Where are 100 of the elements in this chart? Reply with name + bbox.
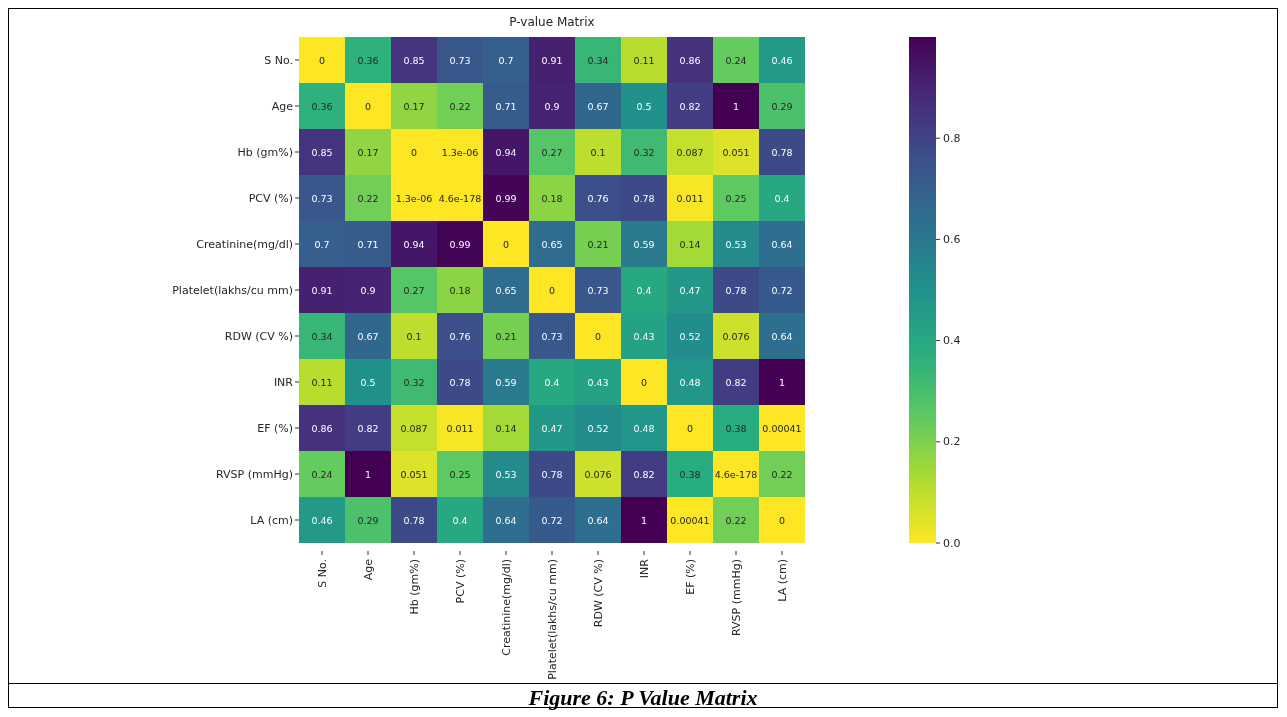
data-label: 0.087 (676, 146, 704, 158)
data-label: 0.67 (587, 100, 609, 112)
color-bar-label: 0.0 (943, 536, 961, 550)
data-label: 0.46 (771, 54, 793, 66)
data-label: 0.73 (449, 54, 471, 66)
data-label: 0.22 (771, 468, 793, 480)
data-label: 0.85 (311, 146, 333, 158)
data-label: 0 (778, 514, 786, 526)
color-bar-label: 0.4 (943, 334, 961, 348)
data-label: 0.59 (633, 238, 655, 250)
data-label: 0.78 (771, 146, 793, 158)
data-label: 0.82 (679, 100, 701, 112)
data-label: 0.076 (584, 468, 612, 480)
data-label: 0 (364, 100, 372, 112)
data-label: 0.91 (541, 54, 563, 66)
data-label: 0.73 (587, 284, 609, 296)
color-bar-label: 0.6 (943, 232, 961, 246)
x-tick-label: Hb (gm%) (407, 559, 421, 615)
data-label: 1.3e-06 (441, 146, 479, 158)
data-label: 0.78 (725, 284, 747, 296)
data-label: 1 (778, 376, 786, 388)
data-label: 0.82 (633, 468, 655, 480)
data-label: 0.14 (495, 422, 517, 434)
data-label: 0.7 (314, 238, 330, 250)
data-label: 0.67 (357, 330, 379, 342)
data-label: 0.4 (452, 514, 468, 526)
caption: Figure 6: P Value Matrix (528, 685, 758, 710)
data-label: 0.71 (495, 100, 517, 112)
x-tick-label: Creatinine(mg/dl) (499, 559, 513, 656)
data-label: 0.86 (679, 54, 701, 66)
data-label: 0.73 (311, 192, 333, 204)
data-label: 0.99 (495, 192, 517, 204)
x-tick-label: S No. (315, 559, 329, 588)
data-label: 0.64 (495, 514, 517, 526)
data-label: 0.94 (495, 146, 517, 158)
y-tick-label: Age (271, 99, 294, 113)
data-label: 0.5 (360, 376, 376, 388)
data-label: 0 (318, 54, 326, 66)
data-label: 0 (502, 238, 510, 250)
data-label: 0.24 (311, 468, 333, 480)
x-tick-label: PCV (%) (453, 559, 467, 604)
data-label: 0.32 (403, 376, 425, 388)
chart-title: P-value Matrix (508, 15, 596, 29)
y-tick-label: PCV (%) (248, 191, 293, 205)
data-label: 0.43 (587, 376, 609, 388)
data-label: 0.78 (449, 376, 471, 388)
data-label: 0.82 (357, 422, 379, 434)
data-label: 0.78 (403, 514, 425, 526)
data-label: 0.36 (357, 54, 379, 66)
data-label: 0.17 (403, 100, 425, 112)
data-label: 0.21 (587, 238, 609, 250)
data-label: 0.47 (679, 284, 701, 296)
data-label: 0.4 (636, 284, 652, 296)
data-label: 0.71 (357, 238, 379, 250)
y-tick-label: LA (cm) (250, 513, 293, 527)
data-label: 0.65 (495, 284, 517, 296)
data-label: 0.64 (771, 238, 793, 250)
data-label: 0.94 (403, 238, 425, 250)
y-tick-label: RDW (CV %) (224, 329, 293, 343)
data-label: 0 (548, 284, 556, 296)
data-label: 0.18 (541, 192, 563, 204)
data-label: 0.64 (587, 514, 609, 526)
y-tick-label: EF (%) (257, 421, 293, 435)
data-label: 0 (686, 422, 694, 434)
data-label: 0.14 (679, 238, 701, 250)
data-label: 0.25 (725, 192, 747, 204)
data-label: 0.72 (541, 514, 563, 526)
x-tick-label: LA (cm) (775, 559, 789, 602)
data-label: 0.11 (311, 376, 333, 388)
data-label: 0.1 (590, 146, 606, 158)
data-label: 0.5 (636, 100, 652, 112)
data-label: 0.22 (357, 192, 379, 204)
data-label: 4.6e-178 (438, 192, 482, 204)
data-label: 0.22 (449, 100, 471, 112)
data-label: 0.73 (541, 330, 563, 342)
data-label: 0.27 (403, 284, 425, 296)
data-label: 0.86 (311, 422, 333, 434)
data-label: 0.4 (774, 192, 790, 204)
data-label: 0.82 (725, 376, 747, 388)
data-label: 1 (732, 100, 740, 112)
data-label: 0.48 (679, 376, 701, 388)
data-label: 0 (594, 330, 602, 342)
data-label: 0.29 (771, 100, 793, 112)
data-label: 0.38 (679, 468, 701, 480)
data-label: 0.65 (541, 238, 563, 250)
data-label: 0.9 (360, 284, 376, 296)
data-label: 0.29 (357, 514, 379, 526)
data-label: 0.38 (725, 422, 747, 434)
data-label: 0.17 (357, 146, 379, 158)
y-tick-label: Creatinine(mg/dl) (196, 237, 293, 251)
data-label: 0.011 (446, 422, 474, 434)
data-label: 0.99 (449, 238, 471, 250)
data-label: 1.3e-06 (395, 192, 433, 204)
data-label: 0.76 (587, 192, 609, 204)
data-label: 0.011 (676, 192, 704, 204)
data-label: 0.11 (633, 54, 655, 66)
data-label: 0.59 (495, 376, 517, 388)
data-label: 0.051 (722, 146, 750, 158)
data-label: 0.087 (400, 422, 428, 434)
y-tick-label: RVSP (mmHg) (216, 467, 293, 481)
